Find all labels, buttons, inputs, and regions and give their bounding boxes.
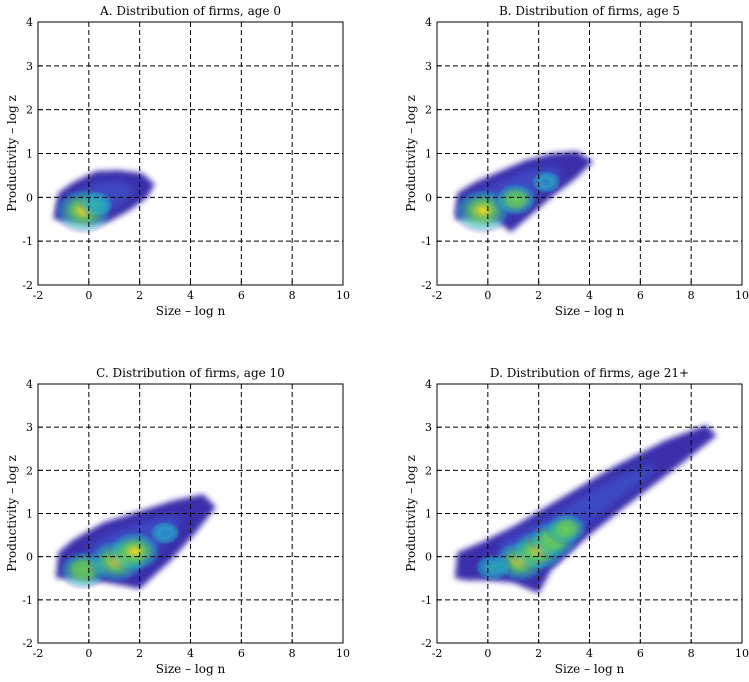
panel-title: A. Distribution of firms, age 0	[99, 4, 281, 18]
y-tick-label: 2	[425, 104, 432, 117]
x-tick-label: 8	[289, 289, 296, 302]
y-tick-label: -2	[421, 637, 432, 650]
y-tick-label: 0	[26, 551, 33, 564]
y-tick-label: 4	[425, 16, 432, 29]
y-tick-label: 3	[26, 421, 33, 434]
density-region	[52, 170, 155, 235]
x-tick-label: -2	[432, 647, 443, 660]
density-peak	[77, 189, 115, 219]
y-tick-label: 0	[26, 191, 33, 204]
y-axis-label: Productivity – log z	[5, 455, 19, 572]
x-tick-label: 6	[238, 647, 245, 660]
y-tick-label: -1	[22, 594, 33, 607]
x-tick-label: 4	[187, 647, 194, 660]
y-tick-label: -2	[22, 279, 33, 292]
y-tick-label: 0	[425, 191, 432, 204]
y-tick-label: 4	[26, 16, 33, 29]
density-peak	[148, 520, 182, 546]
panel-title: D. Distribution of firms, age 21+	[490, 366, 689, 380]
y-tick-label: 3	[26, 60, 33, 73]
y-axis-label: Productivity – log z	[404, 455, 418, 572]
x-axis-label: Size – log n	[156, 304, 226, 318]
y-tick-label: 1	[425, 148, 432, 161]
y-tick-label: 1	[26, 508, 33, 521]
panel-title: B. Distribution of firms, age 5	[499, 4, 680, 18]
x-tick-label: 10	[735, 289, 749, 302]
x-tick-label: 2	[535, 289, 542, 302]
x-tick-label: 10	[735, 647, 749, 660]
x-tick-label: 4	[586, 289, 593, 302]
x-tick-label: 8	[688, 647, 695, 660]
y-tick-label: 4	[26, 378, 33, 391]
y-axis-label: Productivity – log z	[5, 95, 19, 212]
y-tick-label: -2	[421, 279, 432, 292]
x-tick-label: 0	[85, 289, 92, 302]
density-peak	[492, 181, 539, 218]
x-axis-label: Size – log n	[555, 662, 625, 676]
y-tick-label: 2	[26, 104, 33, 117]
x-tick-label: 4	[187, 289, 194, 302]
x-tick-label: -2	[33, 647, 44, 660]
y-axis-label: Productivity – log z	[404, 95, 418, 212]
x-tick-label: 0	[484, 289, 491, 302]
x-tick-label: 10	[336, 289, 350, 302]
panel-4: -2 0 2 4 6 8 10 -2 -1 0 1 2 3 4 D. Distribution of fir…	[404, 366, 749, 676]
x-tick-label: 0	[484, 647, 491, 660]
panel-title: C. Distribution of firms, age 10	[96, 366, 285, 380]
panel-1: -2 0 2 4 6 8 10 -2 -1 0 1 2 3 4 A. Distribution of fir…	[5, 4, 350, 318]
density-region	[55, 494, 216, 591]
density-region	[451, 151, 594, 235]
density-peak	[544, 511, 589, 546]
density-peak	[473, 552, 513, 583]
x-axis-label: Size – log n	[555, 304, 625, 318]
x-tick-label: 2	[136, 647, 143, 660]
x-tick-label: 2	[136, 289, 143, 302]
x-tick-label: -2	[33, 289, 44, 302]
x-tick-label: 8	[289, 647, 296, 660]
x-tick-label: 10	[336, 647, 350, 660]
x-tick-label: 2	[535, 647, 542, 660]
density-peak	[530, 169, 563, 195]
x-tick-label: 0	[85, 647, 92, 660]
panel-2: -2 0 2 4 6 8 10 -2 -1 0 1 2 3 4 B. Distribution of fir…	[404, 4, 749, 318]
y-tick-label: -2	[22, 637, 33, 650]
y-tick-label: 0	[425, 551, 432, 564]
y-tick-label: -1	[421, 594, 432, 607]
x-tick-label: 6	[637, 289, 644, 302]
x-axis-label: Size – log n	[156, 662, 226, 676]
y-tick-label: -1	[22, 235, 33, 248]
y-tick-label: 3	[425, 60, 432, 73]
density-region	[454, 425, 717, 594]
y-tick-label: 2	[425, 464, 432, 477]
x-tick-label: 6	[238, 289, 245, 302]
x-tick-label: -2	[432, 289, 443, 302]
y-tick-label: 1	[26, 148, 33, 161]
y-tick-label: 3	[425, 421, 432, 434]
y-tick-label: -1	[421, 235, 432, 248]
x-tick-label: 4	[586, 647, 593, 660]
y-tick-label: 2	[26, 464, 33, 477]
y-tick-label: 4	[425, 378, 432, 391]
x-tick-label: 6	[637, 647, 644, 660]
x-tick-label: 8	[688, 289, 695, 302]
y-tick-label: 1	[425, 508, 432, 521]
density-peak	[106, 529, 164, 574]
panel-3: -2 0 2 4 6 8 10 -2 -1 0 1 2 3 4 C. Distribution of fir…	[5, 366, 350, 676]
